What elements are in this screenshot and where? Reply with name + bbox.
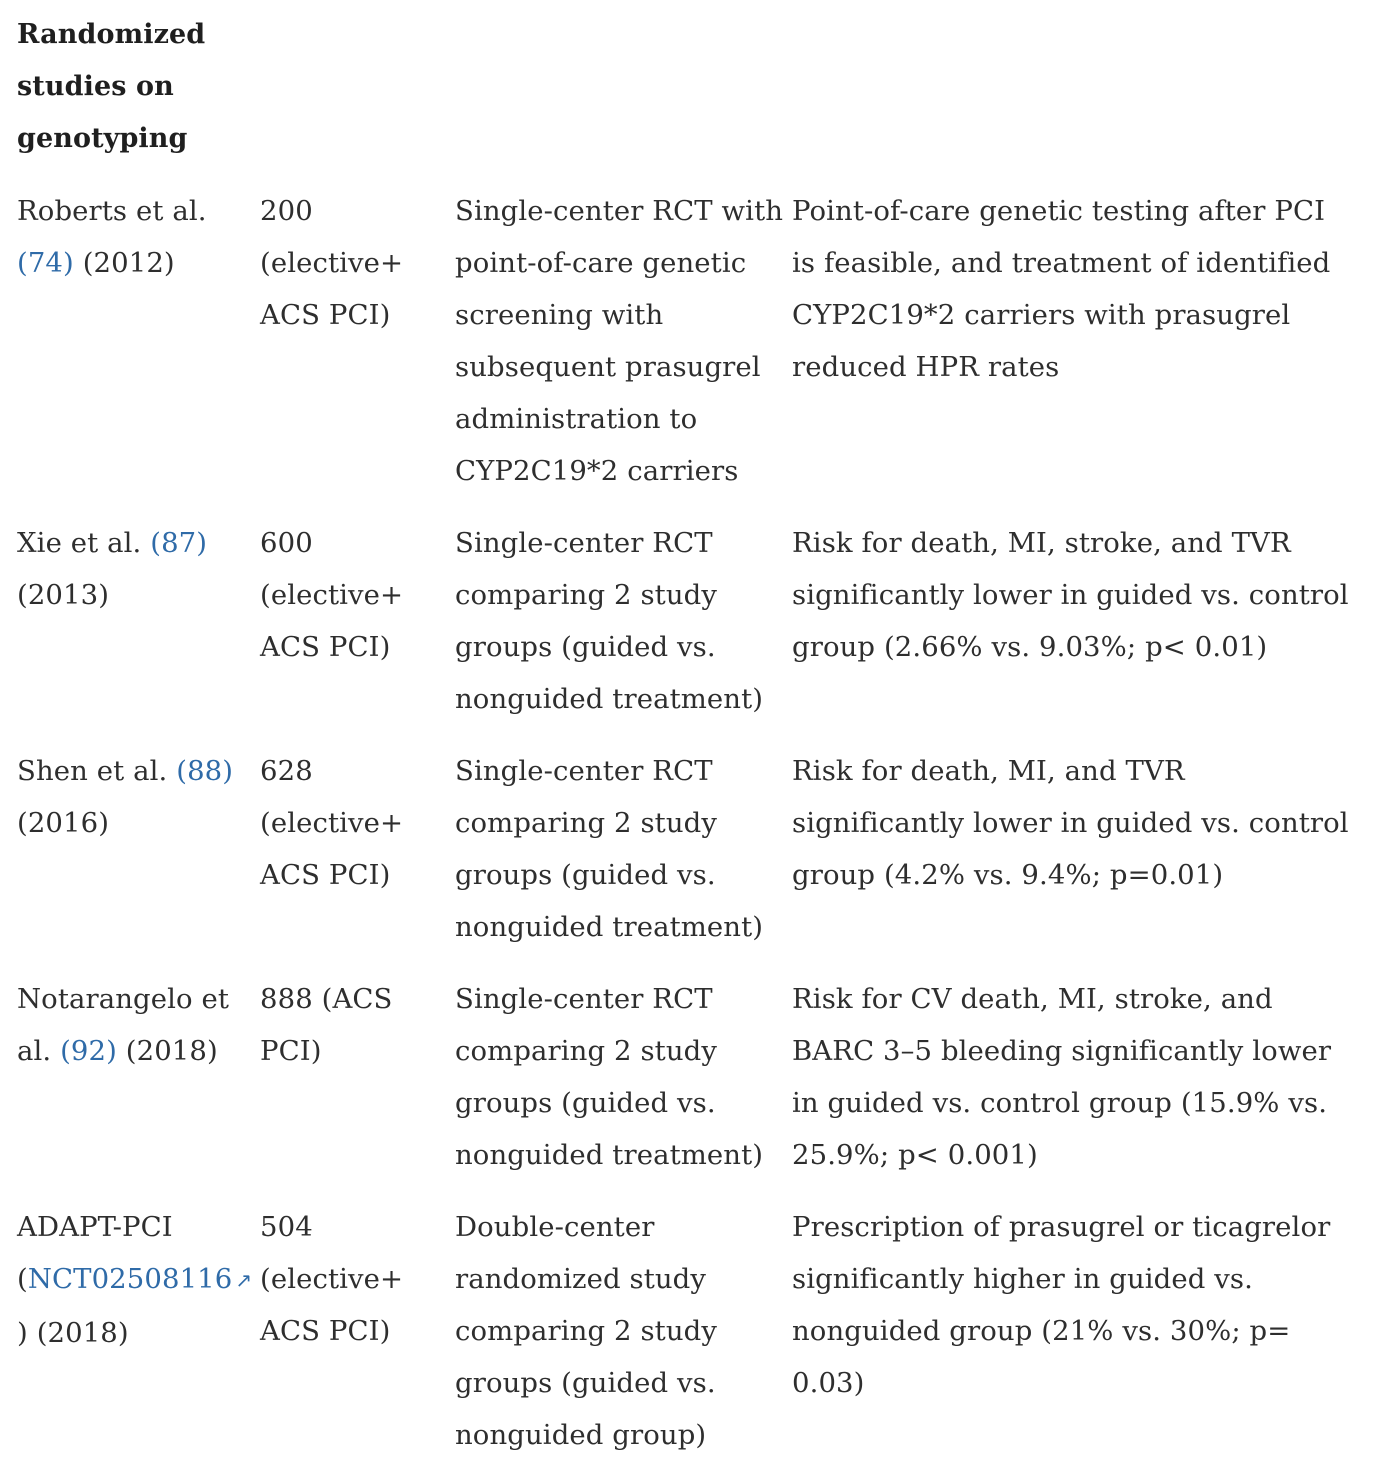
study-name: Roberts et al. [17, 195, 207, 227]
study-year: (2012) [82, 247, 175, 279]
trial-registry-link[interactable]: NCT02508116 ↗ [28, 1263, 252, 1295]
studies-table: Roberts et al. (74) (2012) 200 (elective… [0, 185, 1352, 1481]
table-row: Roberts et al. (74) (2012) 200 (elective… [0, 185, 1352, 517]
reference-link[interactable]: (92) [60, 1035, 117, 1067]
table-row: Xie et al. (87) (2013) 600 (elective+ AC… [0, 517, 1352, 745]
link-open-paren: ( [17, 1263, 28, 1295]
design-cell: Double-center randomized study comparing… [455, 1211, 717, 1451]
study-cell: Xie et al. (87) (2013) [0, 517, 260, 745]
study-cell: Notarangelo et al. (92) (2018) [0, 973, 260, 1201]
table-row: ADAPT-PCI (NCT02508116 ↗) (2018) 504 (ele… [0, 1201, 1352, 1481]
study-year: (2018) [36, 1317, 129, 1349]
study-year: (2018) [125, 1035, 218, 1067]
result-cell: Risk for death, MI, and TVR significantl… [792, 755, 1349, 891]
design-cell: Single-center RCT comparing 2 study grou… [455, 527, 764, 715]
reference-link[interactable]: (88) [176, 755, 234, 787]
study-cell: ADAPT-PCI (NCT02508116 ↗) (2018) [0, 1201, 260, 1481]
external-link-icon: ↗ [235, 1268, 253, 1292]
patients-cell: 504 (elective+ ACS PCI) [260, 1211, 404, 1347]
study-name: Xie et al. [17, 527, 142, 559]
study-year: (2013) [17, 579, 110, 611]
study-cell: Shen et al. (88) (2016) [0, 745, 260, 973]
patients-cell: 200 (elective+ ACS PCI) [260, 195, 404, 331]
table-row: Shen et al. (88) (2016) 628 (elective+ A… [0, 745, 1352, 973]
study-name: Shen et al. [17, 755, 168, 787]
design-cell: Single-center RCT comparing 2 study grou… [455, 983, 764, 1171]
trial-registry-link-text: NCT02508116 [27, 1263, 233, 1295]
study-name: ADAPT-PCI [17, 1211, 173, 1243]
study-year: (2016) [17, 807, 110, 839]
patients-cell: 888 (ACS PCI) [260, 983, 393, 1067]
link-close-paren: ) [17, 1317, 28, 1349]
reference-link[interactable]: (74) [17, 247, 74, 279]
result-cell: Risk for CV death, MI, stroke, and BARC … [792, 983, 1332, 1171]
section-heading: Randomized studies on genotyping [17, 19, 206, 154]
patients-cell: 600 (elective+ ACS PCI) [260, 527, 404, 663]
result-cell: Point-of-care genetic testing after PCI … [792, 195, 1331, 383]
table-row: Notarangelo et al. (92) (2018) 888 (ACS … [0, 973, 1352, 1201]
reference-link[interactable]: (87) [150, 527, 208, 559]
result-cell: Prescription of prasugrel or ticagrelor … [792, 1211, 1331, 1399]
study-cell: Roberts et al. (74) (2012) [0, 185, 260, 517]
patients-cell: 628 (elective+ ACS PCI) [260, 755, 404, 891]
result-cell: Risk for death, MI, stroke, and TVR sign… [792, 527, 1349, 663]
study-name: Notarangelo et al. [17, 983, 230, 1067]
design-cell: Single-center RCT with point-of-care gen… [455, 195, 784, 487]
design-cell: Single-center RCT comparing 2 study grou… [455, 755, 764, 943]
